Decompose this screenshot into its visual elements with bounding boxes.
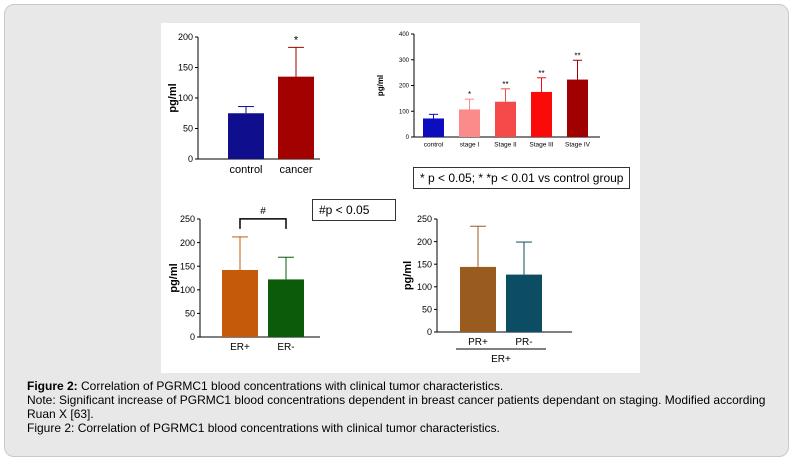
control-vs-cancer-bar (278, 76, 314, 159)
pr-status-bar (506, 274, 542, 332)
hash-legend: #p < 0.05 (312, 199, 396, 221)
pr-status-ytick-label: 0 (427, 327, 432, 337)
stages-category-label: stage I (460, 142, 480, 149)
control-vs-cancer-category-label: cancer (279, 164, 312, 176)
pr-status-y-axis-label: pg/ml (402, 261, 414, 290)
er-status-significance-bracket (239, 218, 287, 229)
figure-caption: Figure 2: Correlation of PGRMC1 blood co… (27, 379, 777, 435)
er-status-ytick-label: 250 (180, 214, 195, 224)
stages-category-label: Stage III (529, 142, 553, 149)
stages-bar (495, 101, 516, 137)
control-vs-cancer-category-label: control (229, 164, 262, 176)
stages-ytick-label: 0 (406, 135, 410, 141)
pr-status-ytick-label: 100 (417, 282, 432, 292)
stages-bar (567, 79, 588, 137)
control-vs-cancer-ytick-label: 0 (188, 154, 193, 164)
er-status-category-label: ER+ (230, 342, 250, 353)
stages-significance-mark: ** (502, 80, 508, 89)
stages-category-label: Stage IV (565, 142, 591, 149)
stages-significance-mark: ** (538, 69, 544, 78)
control-vs-cancer-y-axis-label: pg/ml (167, 83, 179, 112)
stages-category-label: Stage II (494, 142, 517, 149)
control-vs-cancer-significance-mark: * (294, 34, 299, 46)
er-status-ytick-label: 50 (185, 309, 195, 319)
pr-status-category-label: PR- (515, 337, 532, 348)
er-status-ytick-label: 100 (180, 285, 195, 295)
er-status-y-axis-label: pg/ml (168, 263, 180, 292)
pr-status-ytick-label: 200 (417, 237, 432, 247)
stages-ytick-label: 400 (399, 32, 410, 38)
stages-ytick-label: 200 (399, 84, 410, 90)
stages-significance-mark: ** (574, 51, 580, 60)
stages-y-axis-label: pg/ml (376, 75, 385, 96)
pr-status-group-label: ER+ (491, 354, 511, 365)
caption-note: Note: Significant increase of PGRMC1 blo… (27, 393, 766, 421)
caption-repeat: Figure 2: Correlation of PGRMC1 blood co… (27, 421, 500, 435)
significance-legend: * p < 0.05; * *p < 0.01 vs control group (413, 167, 630, 189)
stages-bar (423, 118, 444, 137)
er-status-bar (222, 269, 258, 337)
pr-status-category-label: PR+ (468, 337, 488, 348)
er-status-ytick-label: 200 (180, 238, 195, 248)
er-status-ytick-label: 150 (180, 261, 195, 271)
stages-bar (459, 109, 480, 137)
stages-bar (531, 91, 552, 137)
pr-status-ytick-label: 250 (417, 214, 432, 224)
control-vs-cancer-ytick-label: 150 (178, 63, 193, 73)
pr-status-ytick-label: 150 (417, 259, 432, 269)
er-status-ytick-label: 0 (190, 332, 195, 342)
stages-ytick-label: 100 (399, 109, 410, 115)
pr-status-bar (460, 266, 496, 332)
stages-ytick-label: 300 (399, 58, 410, 64)
stages-significance-mark: * (468, 90, 471, 99)
control-vs-cancer-bar (228, 113, 264, 159)
control-vs-cancer-ytick-label: 200 (178, 32, 193, 42)
pr-status-ytick-label: 50 (422, 305, 432, 315)
caption-figure-label: Figure 2: (27, 379, 78, 393)
er-status-category-label: ER- (277, 342, 294, 353)
er-status-bar (268, 279, 304, 337)
er-status-bracket-label: # (260, 206, 266, 217)
control-vs-cancer-ytick-label: 50 (183, 124, 193, 134)
caption-figure-text: Correlation of PGRMC1 blood concentratio… (77, 379, 504, 393)
control-vs-cancer-ytick-label: 100 (178, 93, 193, 103)
caption-line-1: Figure 2: Correlation of PGRMC1 blood co… (27, 379, 777, 393)
stages-category-label: control (424, 142, 444, 149)
